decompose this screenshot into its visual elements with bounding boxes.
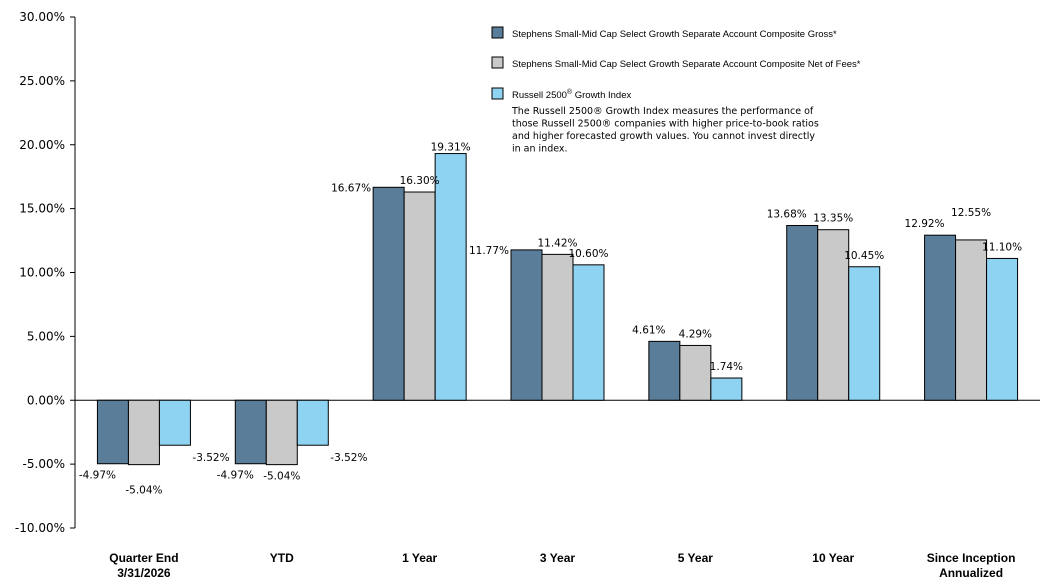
bar-series-2-cat-3 [403,191,436,401]
value-label: 11.42% [537,237,577,249]
value-label: 13.68% [767,208,807,220]
value-label: -4.97% [79,470,116,482]
value-label: 12.92% [905,218,945,230]
y-tick-label: 30.00% [19,10,65,24]
y-tick-label: 25.00% [19,74,65,88]
value-label: 11.10% [982,241,1022,253]
category-labels: Quarter End 3/31/2026 YTD 1 Year 3 Year 5 Yea… [109,551,1015,578]
bars [96,153,1019,466]
bar-series-1-cat-2 [234,399,267,465]
value-label: -3.52% [330,452,367,464]
axes: 30.00% 25.00% 20.00% 15.00% 10.00% 5.00% 0.00%… [15,10,1040,535]
value-label: 10.60% [568,248,608,260]
bar-series-1-cat-6 [786,224,819,401]
bar-series-2-cat-5 [679,344,712,401]
category-label: 10 Year [812,551,854,565]
legend-label-1: Stephens Small-Mid Cap Select Growth Sep… [512,29,837,40]
value-label: -5.04% [125,485,162,497]
bar-series-3-cat-7 [986,257,1019,401]
value-label: 1.74% [710,361,743,373]
y-tick-label: 15.00% [19,202,65,216]
legend: Stephens Small-Mid Cap Select Growth Sep… [491,26,861,155]
bar-series-2-cat-1 [127,399,160,466]
category-label: YTD [270,551,294,565]
bar-series-1-cat-1 [96,399,129,465]
value-label: -5.04% [263,471,300,483]
value-label: 13.35% [813,213,853,225]
y-tick-label: 0.00% [27,393,65,407]
category-label: Since Inception Annualized [927,551,1016,578]
category-label: 3 Year [540,551,575,565]
category-label: Quarter End 3/31/2026 [109,551,178,578]
y-tick-label: -10.00% [15,521,65,535]
bar-series-2-cat-2 [265,399,298,466]
bar-series-3-cat-4 [572,264,605,401]
y-tick-label: 10.00% [19,266,65,280]
bar-series-1-cat-5 [648,340,681,401]
bar-series-3-cat-1 [158,399,191,446]
legend-swatch-2 [491,56,504,69]
value-label: -3.52% [192,452,229,464]
legend-label-2: Stephens Small-Mid Cap Select Growth Sep… [512,59,861,70]
bar-series-1-cat-7 [924,234,957,401]
value-label: -4.97% [217,470,254,482]
value-label: 4.29% [679,328,712,340]
bar-series-2-cat-7 [955,239,988,401]
bar-series-1-cat-3 [372,186,405,401]
bar-series-2-cat-6 [817,229,850,401]
y-tick-label: 20.00% [19,138,65,152]
bar-series-1-cat-4 [510,249,543,401]
value-label: 10.45% [844,250,884,262]
value-labels: -4.97% -5.04% -3.52% -4.97% -5.04% -3.52% 16.6… [79,142,1022,497]
y-tick-label: 5.00% [27,329,65,343]
value-label: 12.55% [951,207,991,219]
bar-series-3-cat-2 [296,399,329,446]
value-label: 16.67% [331,182,371,194]
category-label: 1 Year [402,551,437,565]
legend-swatch-3 [491,87,504,100]
bar-series-3-cat-3 [434,153,467,401]
value-label: 4.61% [632,324,665,336]
bar-series-3-cat-5 [710,377,743,401]
value-label: 19.31% [431,142,471,154]
legend-label-3: Russell 2500® Growth Index [512,88,631,101]
legend-swatch-1 [491,26,504,39]
bar-series-3-cat-6 [848,266,881,401]
category-label: 5 Year [678,551,713,565]
value-label: 11.77% [469,245,509,257]
bar-series-2-cat-4 [541,253,574,401]
y-tick-label: -5.00% [23,457,65,471]
index-description: The Russell 2500® Growth Index measures … [511,106,819,155]
value-label: 16.30% [400,175,440,187]
